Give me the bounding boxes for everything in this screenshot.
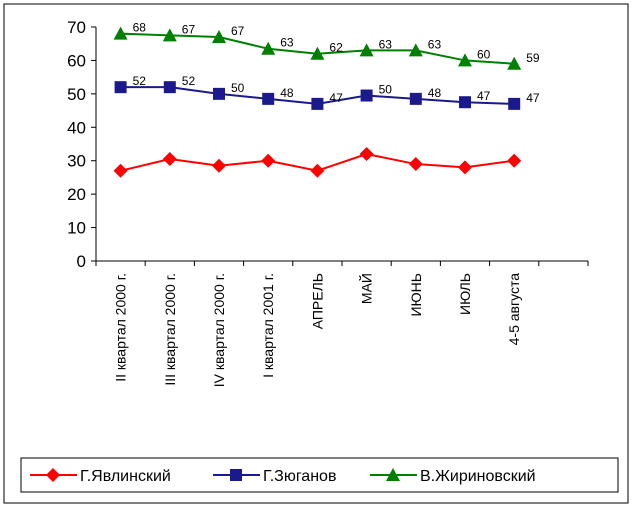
data-label: 48 <box>428 86 442 100</box>
data-label: 52 <box>182 74 196 88</box>
data-point <box>359 147 374 162</box>
series-0 <box>113 147 522 178</box>
series-2: 68 67 67 63 62 63 63 60 59 <box>113 21 540 70</box>
y-tick-label: 40 <box>67 118 86 137</box>
data-point <box>262 92 275 105</box>
data-label: 63 <box>379 37 393 51</box>
data-point <box>458 160 472 175</box>
y-tick-label: 0 <box>77 252 86 271</box>
data-label: 52 <box>133 74 147 88</box>
legend-item-0: Г.Явлинский <box>30 468 171 485</box>
legend-item-1: Г.Зюганов <box>213 468 336 485</box>
chart-border <box>3 3 629 504</box>
data-label: 50 <box>379 83 393 97</box>
data-label: 68 <box>133 21 147 35</box>
legend: Г.Явлинский Г.Зюганов В.Жириновский <box>20 457 619 493</box>
data-label: 50 <box>231 81 245 95</box>
data-point <box>212 158 226 173</box>
data-label: 47 <box>526 91 540 105</box>
data-point <box>114 81 127 94</box>
legend-label: Г.Зюганов <box>263 468 336 485</box>
data-point <box>508 97 521 110</box>
data-label: 67 <box>182 22 196 36</box>
data-point <box>359 43 374 57</box>
y-tick-label: 70 <box>67 18 86 37</box>
legend-item-2: В.Жириновский <box>370 468 536 485</box>
axes: 0 10 20 30 40 50 60 70 <box>67 18 589 271</box>
x-tick-label: 4-5 августа <box>506 273 522 346</box>
data-label: 47 <box>329 91 343 105</box>
y-tick-label: 60 <box>67 51 86 70</box>
y-tick-label: 20 <box>67 185 86 204</box>
data-point <box>310 46 325 60</box>
data-point <box>507 153 522 168</box>
x-tick-label: II квартал 2000 г. <box>113 273 129 382</box>
data-point <box>310 163 325 178</box>
x-tick-label: ИЮНЬ <box>408 273 424 317</box>
data-point <box>212 30 226 44</box>
data-point <box>507 56 522 70</box>
data-point <box>459 96 471 109</box>
data-point <box>162 152 177 167</box>
data-point <box>163 81 176 94</box>
data-label: 60 <box>477 47 491 61</box>
data-point <box>408 157 423 172</box>
x-tick-label: I квартал 2001 г. <box>260 273 276 378</box>
data-point <box>113 26 128 40</box>
data-point <box>162 28 177 42</box>
data-point <box>113 163 128 178</box>
x-tick-label: III квартал 2000 г. <box>162 273 178 386</box>
data-point <box>408 43 423 57</box>
series-1: 52 52 50 48 47 50 48 47 47 <box>114 74 540 110</box>
y-tick-label: 10 <box>67 219 86 238</box>
data-point <box>311 97 324 110</box>
data-label: 59 <box>526 51 540 65</box>
legend-marker <box>46 468 60 482</box>
y-tick-label: 50 <box>67 85 86 104</box>
data-point <box>261 153 276 168</box>
data-point <box>409 92 422 105</box>
data-label: 62 <box>329 41 343 55</box>
legend-label: Г.Явлинский <box>80 468 171 485</box>
x-tick-labels: II квартал 2000 г. III квартал 2000 г. IV … <box>113 273 523 387</box>
data-label: 63 <box>428 37 442 51</box>
legend-label: В.Жириновский <box>420 468 536 485</box>
x-tick-label: ИЮЛЬ <box>457 273 473 315</box>
x-tick-label: АПРЕЛЬ <box>309 273 325 329</box>
data-point <box>213 87 225 100</box>
legend-box <box>20 457 619 493</box>
x-tick-label: IV квартал 2000 г. <box>211 273 227 387</box>
data-label: 67 <box>231 24 245 38</box>
data-point <box>360 89 373 102</box>
data-label: 47 <box>477 89 491 103</box>
y-tick-label: 30 <box>67 152 86 171</box>
data-label: 63 <box>280 36 294 50</box>
data-label: 48 <box>280 86 294 100</box>
legend-marker <box>386 468 400 481</box>
series-layer: 52 52 50 48 47 50 48 47 47 68 67 67 63 62 63 63 60 59 <box>113 21 540 178</box>
x-tick-label: МАЙ <box>358 273 375 304</box>
data-point <box>458 53 472 67</box>
legend-marker <box>230 469 242 481</box>
data-point <box>261 41 276 55</box>
